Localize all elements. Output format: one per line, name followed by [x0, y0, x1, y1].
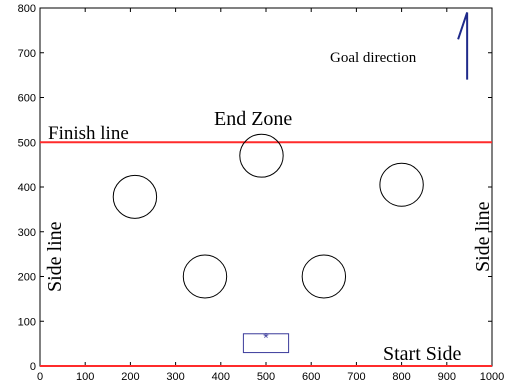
y-tick-label: 500: [18, 137, 36, 149]
y-axis: 0 100 200 300 400 500 600 700 800: [18, 3, 492, 373]
y-tick-label: 200: [18, 272, 36, 284]
y-tick-label: 300: [18, 227, 36, 239]
start-side-label: Start Side: [383, 343, 461, 365]
goal-arrow-group: [457, 12, 469, 80]
x-tick-label: 900: [438, 371, 456, 383]
y-tick-label: 400: [18, 182, 36, 194]
x-tick-label: 400: [212, 371, 230, 383]
x-axis: 0 100 200 300 400 500 600 700 800 900 1000: [37, 8, 504, 383]
y-tick-label: 700: [18, 48, 36, 60]
x-tick-label: 0: [37, 371, 43, 383]
x-tick-label: 500: [257, 371, 275, 383]
obstacle-circle: [112, 174, 158, 219]
y-tick-label: 800: [18, 3, 36, 15]
start-marker: *: [263, 330, 269, 346]
x-tick-label: 600: [302, 371, 320, 383]
start-area: *: [242, 330, 290, 354]
x-tick-label: 300: [166, 371, 184, 383]
obstacle-circle: [379, 162, 424, 207]
plot-frame: [39, 7, 493, 367]
end-zone-label: End Zone: [214, 108, 292, 130]
y-tick-label: 0: [30, 361, 36, 373]
x-tick-label: 800: [392, 371, 410, 383]
x-tick-label: 700: [347, 371, 365, 383]
obstacle-circle: [182, 254, 228, 299]
obstacle-circle: [239, 133, 284, 178]
x-tick-label: 100: [76, 371, 94, 383]
finish-line-label: Finish line: [48, 123, 129, 144]
y-tick-label: 600: [18, 93, 36, 105]
start-box: [242, 333, 290, 354]
y-tick-label: 100: [18, 316, 36, 328]
side-line-left-label: Side line: [44, 221, 66, 292]
boundary-lines: [40, 141, 492, 367]
x-tick-label: 200: [121, 371, 139, 383]
obstacle-circle: [301, 254, 347, 299]
side-line-right-label: Side line: [472, 201, 494, 272]
goal-direction-label: Goal direction: [330, 50, 417, 66]
obstacles: [112, 133, 424, 299]
goal-arrow: [457, 12, 469, 80]
x-tick-label: 1000: [480, 371, 504, 383]
